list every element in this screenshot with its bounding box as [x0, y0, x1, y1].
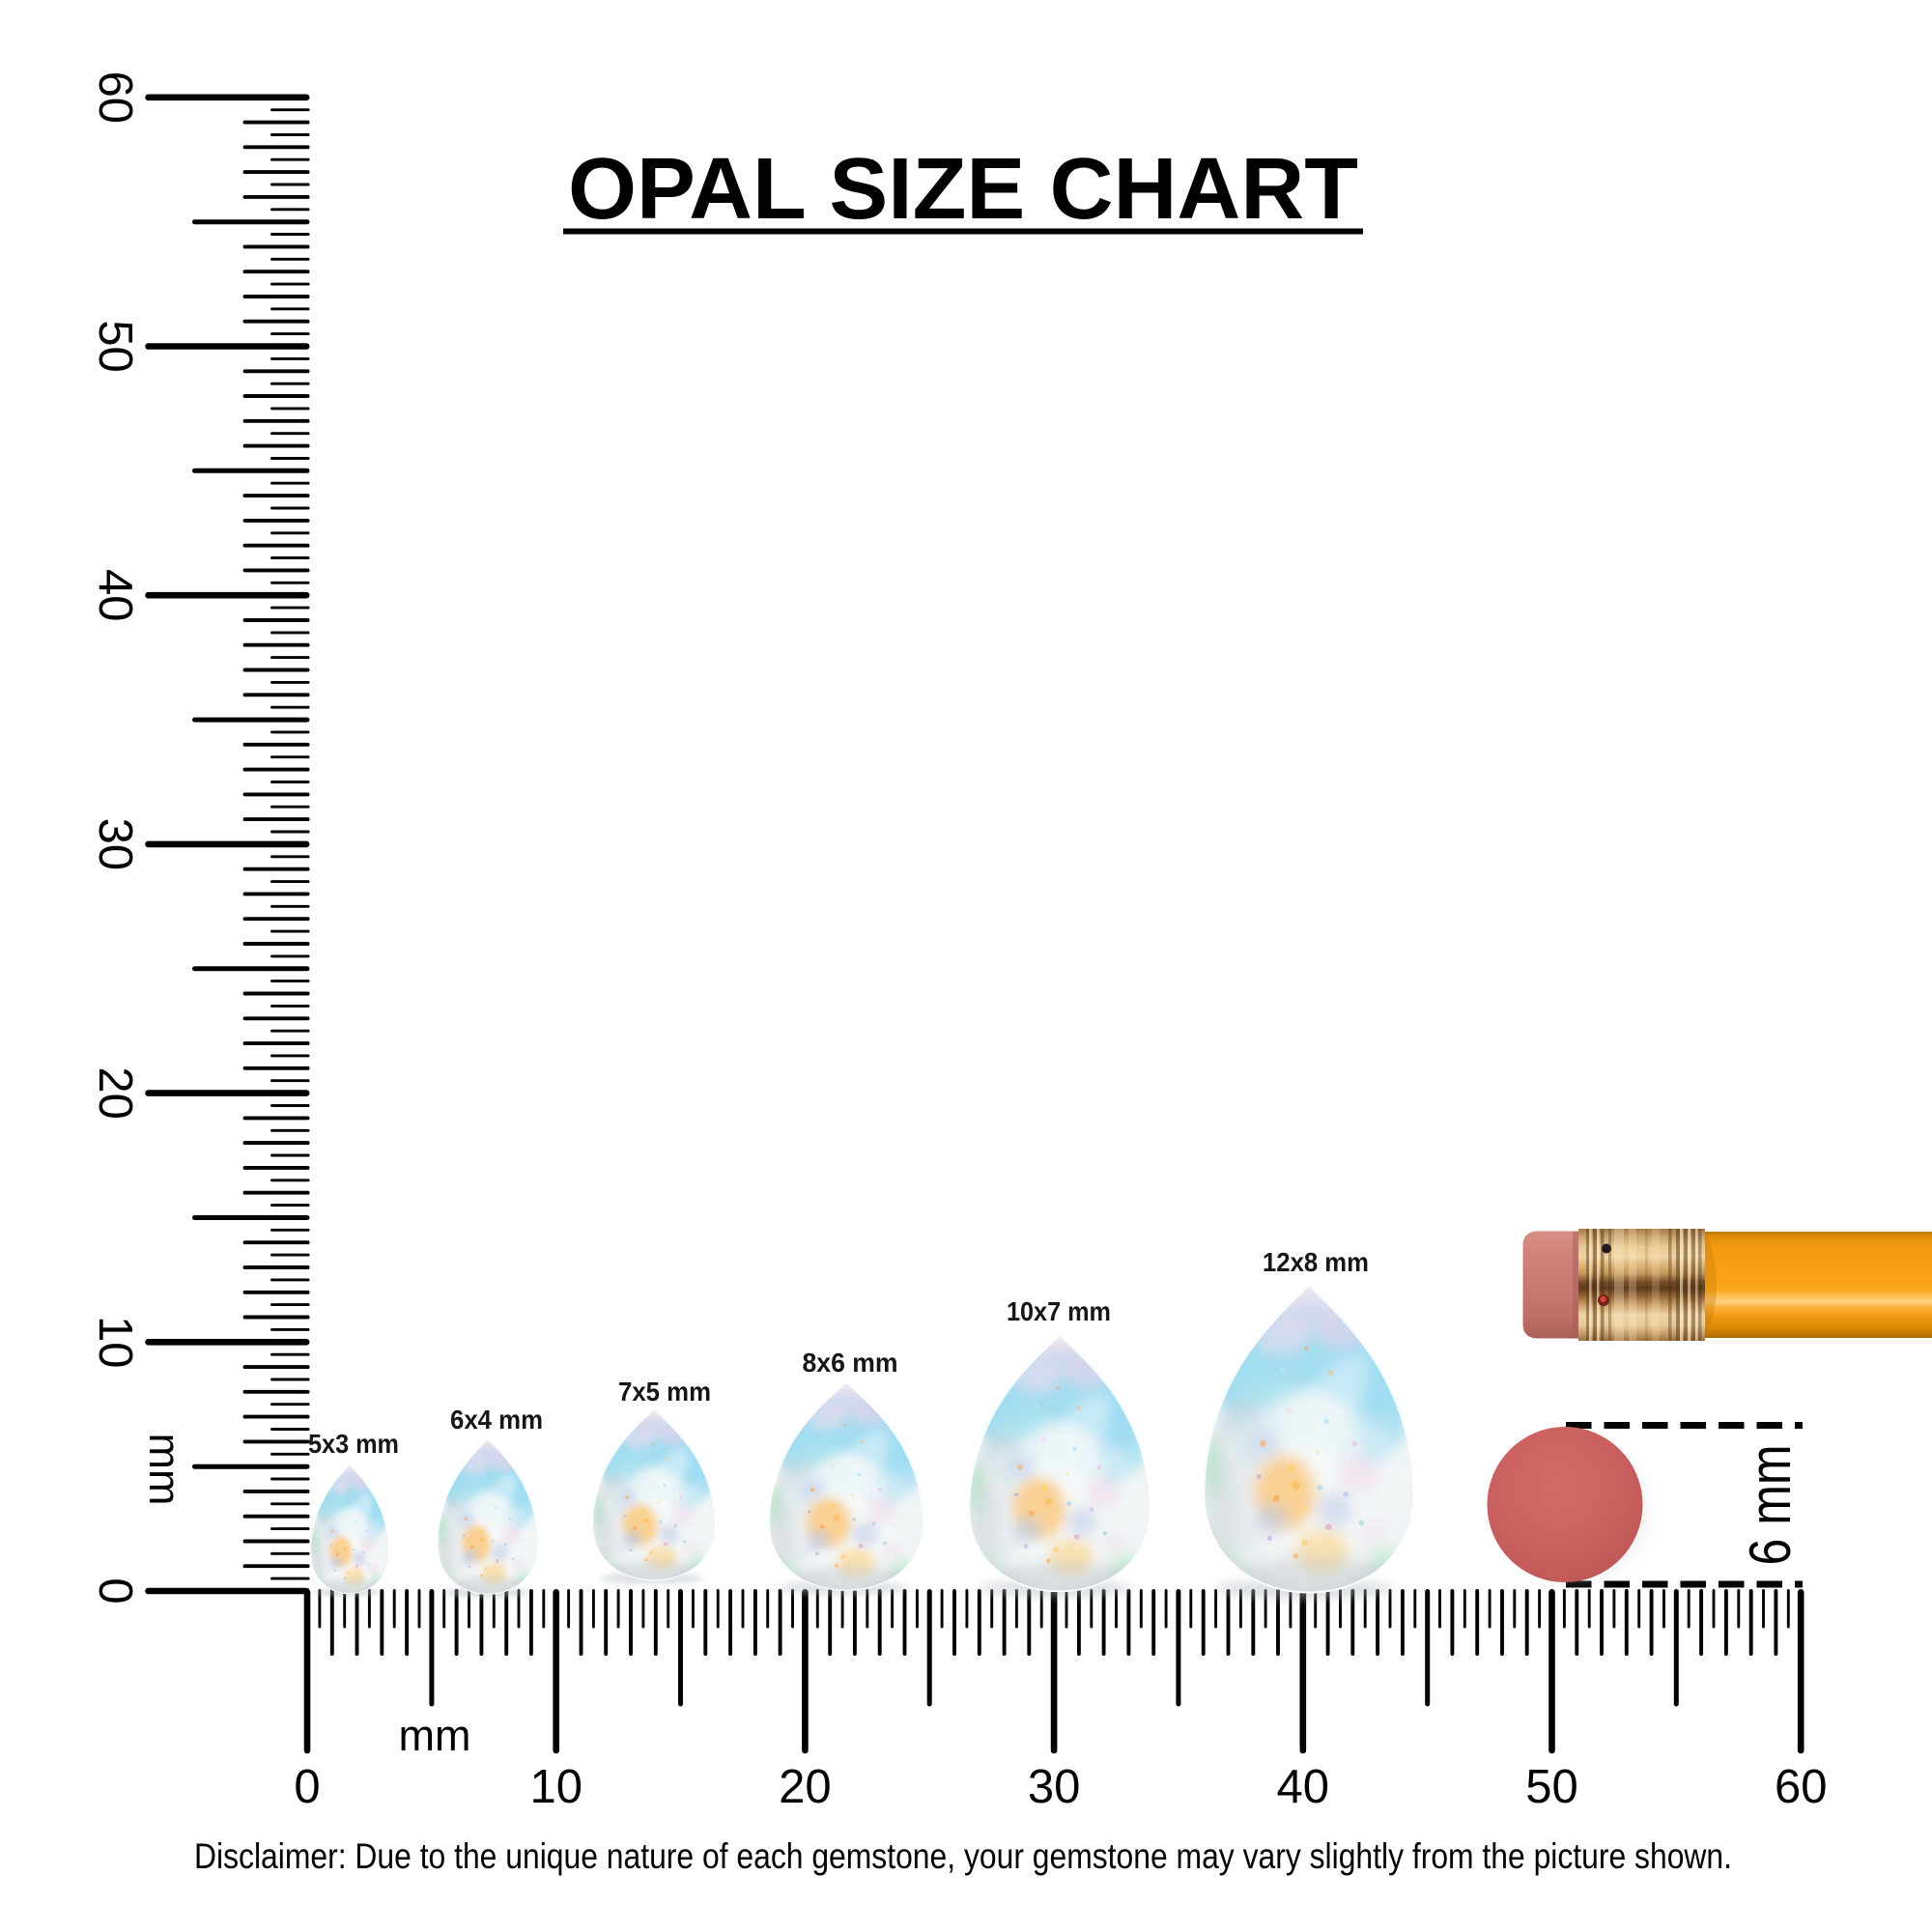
svg-text:10: 10	[89, 1316, 141, 1369]
svg-text:20: 20	[779, 1761, 832, 1813]
svg-text:mm: mm	[399, 1711, 471, 1760]
svg-text:mm: mm	[140, 1434, 189, 1506]
svg-text:40: 40	[89, 569, 141, 622]
svg-text:Disclaimer: Due to the unique: Disclaimer: Due to the unique nature of …	[194, 1836, 1732, 1876]
svg-text:30: 30	[89, 818, 141, 871]
svg-text:40: 40	[1277, 1761, 1330, 1813]
svg-text:20: 20	[89, 1066, 141, 1120]
svg-text:60: 60	[1775, 1761, 1828, 1813]
svg-text:0: 0	[294, 1761, 320, 1813]
svg-text:60: 60	[89, 71, 141, 125]
svg-text:50: 50	[1525, 1761, 1578, 1813]
svg-text:6x4 mm: 6x4 mm	[450, 1405, 543, 1435]
svg-text:10: 10	[529, 1761, 582, 1813]
svg-text:10x7 mm: 10x7 mm	[1007, 1296, 1111, 1326]
svg-text:OPAL SIZE CHART: OPAL SIZE CHART	[568, 141, 1358, 238]
svg-text:8x6 mm: 8x6 mm	[803, 1348, 898, 1378]
svg-text:7x5 mm: 7x5 mm	[618, 1377, 711, 1406]
svg-text:12x8 mm: 12x8 mm	[1263, 1247, 1369, 1277]
svg-text:50: 50	[89, 320, 141, 373]
svg-text:30: 30	[1028, 1761, 1081, 1813]
svg-text:6 mm: 6 mm	[1738, 1445, 1803, 1566]
svg-text:5x3 mm: 5x3 mm	[308, 1429, 399, 1459]
svg-text:0: 0	[89, 1577, 141, 1604]
